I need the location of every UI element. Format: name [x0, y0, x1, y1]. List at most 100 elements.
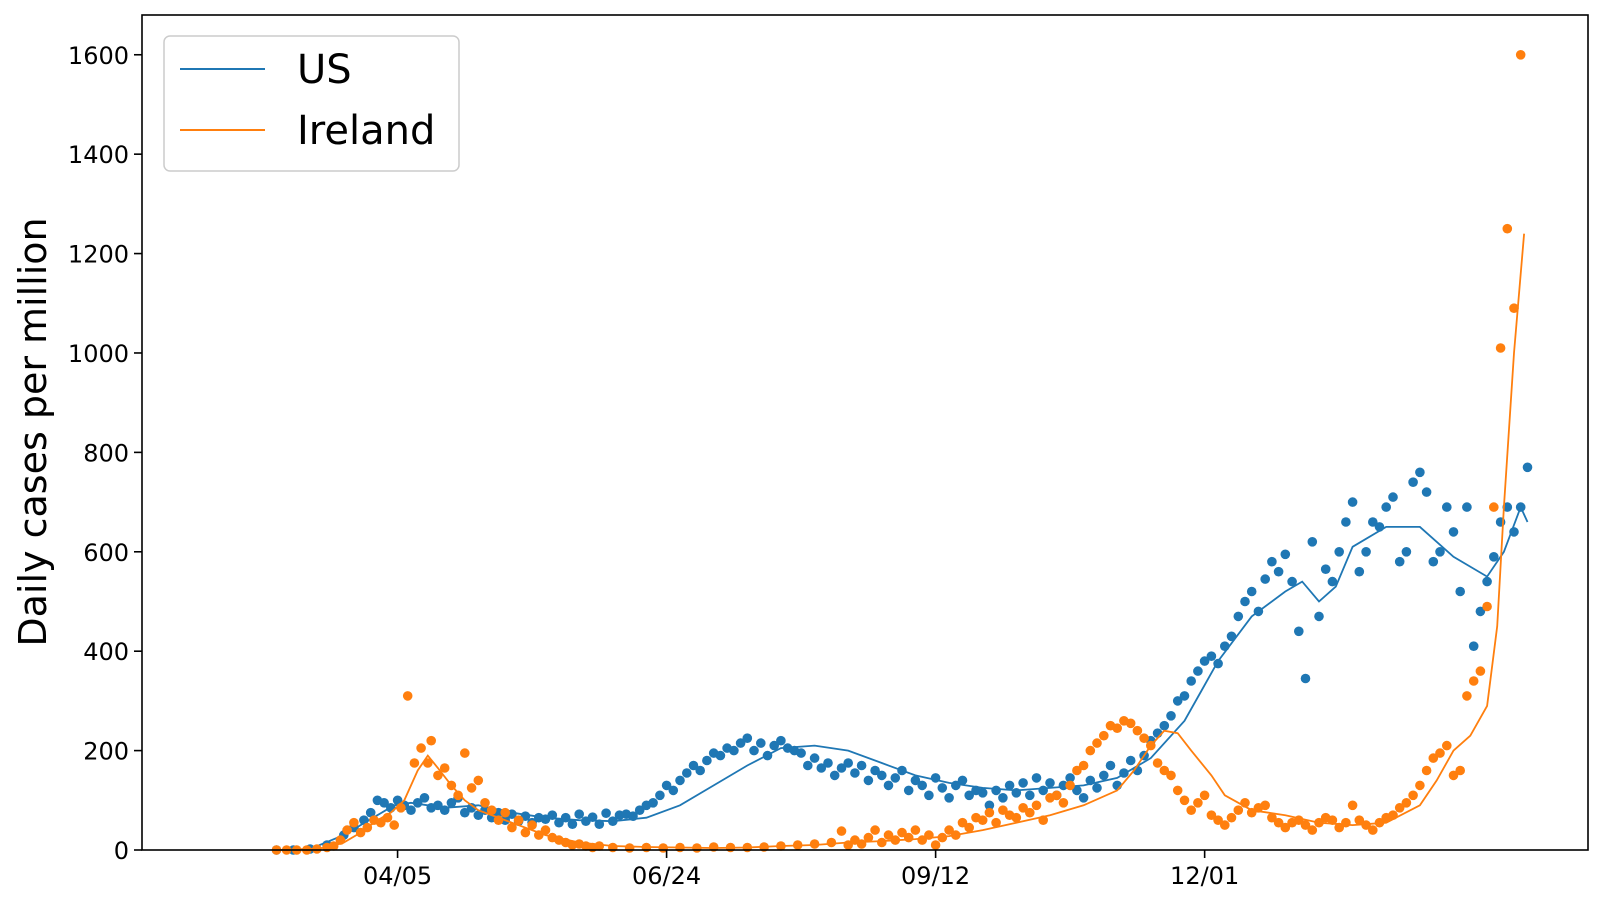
data-point-us [1462, 502, 1472, 512]
data-point-ireland [1509, 303, 1519, 314]
data-point-us [937, 783, 948, 793]
data-point-ireland [1065, 780, 1075, 791]
data-point-us [1159, 720, 1170, 731]
data-point-us [392, 795, 403, 806]
data-point-us [910, 775, 921, 786]
data-point-ireland [1388, 810, 1398, 820]
data-point-us [1058, 780, 1069, 791]
data-point-ireland [903, 832, 914, 843]
data-point-ireland [1072, 765, 1082, 776]
data-point-us [1166, 711, 1176, 721]
data-point-us [850, 768, 860, 778]
data-point-us [1025, 790, 1035, 801]
data-point-ireland [675, 842, 685, 853]
data-point-us [897, 765, 907, 776]
data-point-us [601, 808, 611, 818]
data-point-ireland [883, 830, 894, 840]
x-tick-label: 12/01 [1170, 862, 1239, 890]
data-point-ireland [1273, 817, 1284, 828]
data-point-us [729, 745, 739, 756]
data-point-us [1347, 497, 1358, 507]
data-point-ireland [1354, 815, 1365, 825]
data-point-ireland [594, 841, 605, 851]
data-point-ireland [342, 825, 352, 835]
data-point-us [1038, 785, 1048, 796]
data-point-ireland [460, 748, 470, 758]
legend-ireland-label: Ireland [297, 108, 435, 154]
data-point-ireland [1146, 740, 1156, 751]
data-point-us [863, 775, 874, 786]
data-point-ireland [1159, 765, 1170, 776]
data-point-ireland [1152, 758, 1163, 768]
data-point-us [944, 793, 954, 803]
data-point-ireland [312, 844, 322, 854]
data-point-us [608, 816, 618, 826]
data-point-us [1213, 658, 1223, 669]
data-point-ireland [453, 790, 463, 801]
data-point-ireland [1186, 805, 1196, 815]
data-point-us [883, 780, 894, 791]
x-tick-label: 04/05 [363, 862, 432, 890]
data-point-us [957, 775, 968, 786]
axis-layer: 0 200 400 600 800 1000 1200 1400 1600 04/05 06/24 0… [68, 42, 1239, 890]
data-point-us [1072, 785, 1082, 796]
data-point-us [1374, 522, 1385, 532]
data-point-us [460, 807, 470, 818]
data-point-us [547, 810, 558, 820]
data-point-ireland [466, 783, 477, 793]
data-point-us [843, 758, 853, 768]
data-point-us [1206, 651, 1217, 661]
data-point-ireland [328, 841, 339, 851]
data-point-ireland [1058, 798, 1069, 808]
data-point-ireland [917, 835, 927, 845]
data-point-us [365, 807, 376, 818]
data-point-ireland [1489, 502, 1499, 512]
data-point-us [1045, 778, 1055, 788]
data-point-ireland [1435, 748, 1445, 758]
data-point-ireland [608, 842, 618, 853]
data-point-ireland [1394, 803, 1405, 813]
data-point-us [1199, 656, 1210, 666]
data-point-ireland [1455, 765, 1465, 776]
data-point-us [634, 805, 645, 815]
data-point-us [446, 798, 457, 808]
data-point-ireland [527, 820, 537, 830]
y-axis-title: Daily cases per million [11, 217, 55, 646]
data-point-ireland [624, 843, 635, 853]
data-point-ireland [964, 822, 974, 833]
data-point-us [1193, 666, 1203, 676]
data-point-us [1361, 547, 1371, 557]
series-layer [271, 50, 1533, 855]
data-point-us [1455, 586, 1465, 597]
data-point-us [1260, 574, 1270, 584]
data-point-ireland [1475, 666, 1486, 676]
data-point-us [776, 735, 786, 746]
data-point-us [1233, 611, 1244, 622]
data-point-us [977, 788, 988, 798]
data-point-us [439, 805, 450, 815]
data-point-ireland [1213, 815, 1223, 825]
data-point-ireland [742, 842, 753, 853]
data-point-us [406, 805, 416, 815]
data-point-ireland [1092, 738, 1102, 748]
data-point-us [1031, 773, 1042, 783]
data-point-us [1018, 778, 1028, 788]
data-point-ireland [1314, 817, 1324, 828]
data-point-ireland [836, 826, 847, 836]
data-point-ireland [951, 830, 961, 840]
data-point-us [1442, 502, 1452, 512]
data-point-us [823, 758, 833, 768]
data-point-ireland [486, 805, 497, 815]
data-point-us [1246, 586, 1257, 597]
data-point-ireland [1260, 800, 1270, 811]
data-point-ireland [984, 807, 995, 818]
data-point-ireland [1334, 822, 1344, 833]
data-point-us [560, 812, 571, 823]
data-point-us [1320, 564, 1331, 574]
data-point-ireland [1280, 822, 1291, 833]
data-point-us [1119, 768, 1129, 778]
data-point-ireland [1428, 753, 1439, 763]
data-point-us [1468, 641, 1479, 651]
data-point-us [1509, 527, 1519, 537]
data-point-ireland [473, 775, 484, 786]
